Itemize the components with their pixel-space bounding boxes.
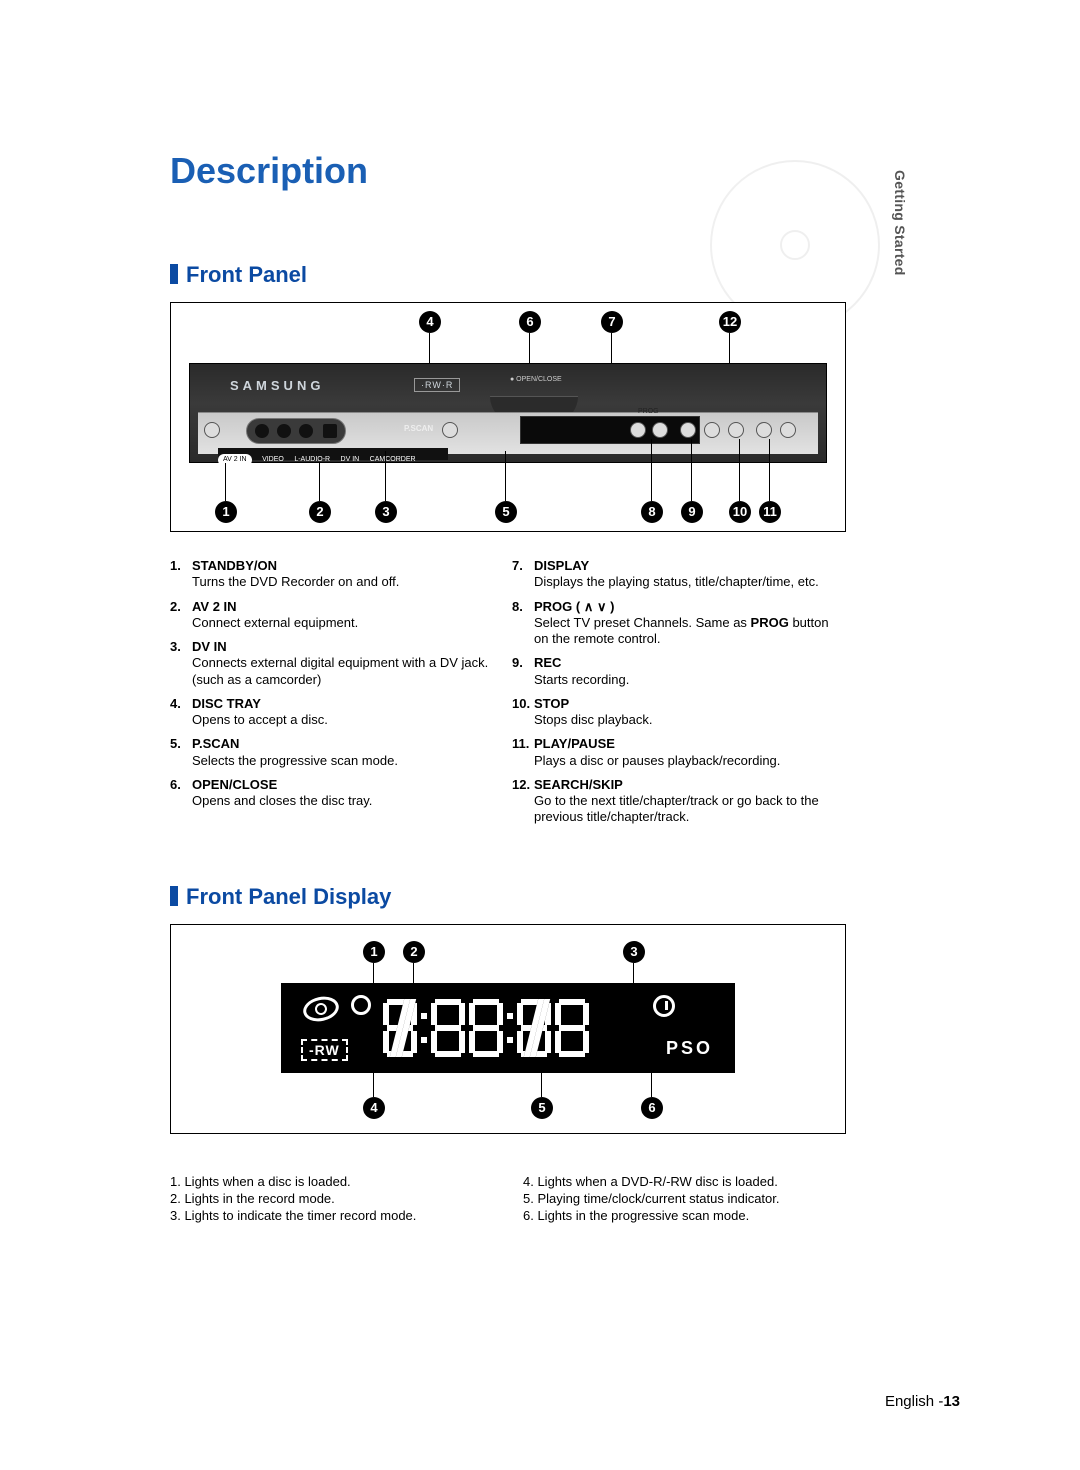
callout-10: 10: [729, 501, 751, 523]
description-item: 1.STANDBY/ONTurns the DVD Recorder on an…: [170, 558, 504, 591]
display-item: 1. Lights when a disc is loaded.: [170, 1174, 493, 1189]
description-item: 8.PROG ( ∧ ∨ )Select TV preset Channels.…: [512, 599, 846, 648]
display-item: 2. Lights in the record mode.: [170, 1191, 493, 1206]
description-item: 9.RECStarts recording.: [512, 655, 846, 688]
disp-col-left: 1. Lights when a disc is loaded. 2. Light…: [170, 1174, 493, 1225]
av-in-strip: AV 2 IN VIDEO L-AUDIO-R DV IN CAMCORDER: [218, 448, 448, 460]
disp-callout-4: 4: [363, 1097, 385, 1119]
display-window-icon: [520, 416, 700, 444]
callout-1: 1: [215, 501, 237, 523]
skip-back-button-icon: [756, 422, 772, 438]
description-item: 10.STOPStops disc playback.: [512, 696, 846, 729]
desc-col-right: 7.DISPLAYDisplays the playing status, ti…: [512, 558, 846, 834]
display-item: 5. Playing time/clock/current status ind…: [523, 1191, 846, 1206]
description-item: 11.PLAY/PAUSEPlays a disc or pauses play…: [512, 736, 846, 769]
callout-8: 8: [641, 501, 663, 523]
description-item: 7.DISPLAYDisplays the playing status, ti…: [512, 558, 846, 591]
rec-indicator-icon: [351, 995, 371, 1015]
display-descriptions: 1. Lights when a disc is loaded. 2. Light…: [170, 1174, 846, 1225]
pso-label: PSO: [666, 1038, 713, 1059]
callout-3: 3: [375, 501, 397, 523]
footer-page-number: 13: [943, 1393, 960, 1410]
pscan-button-icon: [442, 422, 458, 438]
callout-7: 7: [601, 311, 623, 333]
prog-down-icon: [652, 422, 668, 438]
footer-lang: English -: [885, 1393, 943, 1410]
manual-page: Getting Started Description Front Panel …: [0, 0, 1080, 1470]
callout-12: 12: [719, 311, 741, 333]
section-display-heading: Front Panel Display: [170, 884, 960, 910]
disp-callout-2: 2: [403, 941, 425, 963]
timer-indicator-icon: [653, 995, 675, 1017]
display-item: 4. Lights when a DVD-R/-RW disc is loade…: [523, 1174, 846, 1189]
lcd-panel: -RW PSO: [281, 983, 735, 1073]
front-panel-descriptions: 1.STANDBY/ONTurns the DVD Recorder on an…: [170, 558, 846, 834]
stop-button-icon: [704, 422, 720, 438]
disp-callout-3: 3: [623, 941, 645, 963]
page-footer: English -13: [885, 1393, 960, 1410]
disp-callout-5: 5: [531, 1097, 553, 1119]
front-panel-display-diagram: 1 2 3 -RW PSO 4 5 6: [170, 924, 846, 1134]
callout-6: 6: [519, 311, 541, 333]
description-item: 12.SEARCH/SKIPGo to the next title/chapt…: [512, 777, 846, 826]
rw-label: -RW: [301, 1039, 348, 1061]
prog-up-icon: [630, 422, 646, 438]
standby-button-icon: [204, 422, 220, 438]
brand-logo: SAMSUNG: [230, 378, 324, 393]
skip-fwd-button-icon: [780, 422, 796, 438]
callout-11: 11: [759, 501, 781, 523]
desc-col-left: 1.STANDBY/ONTurns the DVD Recorder on an…: [170, 558, 504, 834]
description-item: 5.P.SCANSelects the progressive scan mod…: [170, 736, 504, 769]
side-tab: Getting Started: [892, 170, 908, 276]
seven-seg-group: [381, 993, 645, 1063]
disp-callout-1: 1: [363, 941, 385, 963]
display-item: 6. Lights in the progressive scan mode.: [523, 1208, 846, 1223]
description-item: 3.DV INConnects external digital equipme…: [170, 639, 504, 688]
disc-indicator-icon: [301, 993, 341, 1024]
rec-button-icon: [680, 422, 696, 438]
disp-callout-6: 6: [641, 1097, 663, 1119]
pscan-label: P.SCAN: [404, 424, 433, 433]
description-item: 6.OPEN/CLOSEOpens and closes the disc tr…: [170, 777, 504, 810]
description-item: 4.DISC TRAYOpens to accept a disc.: [170, 696, 504, 729]
front-panel-diagram: 4 6 7 12 SAMSUNG ·RW·R ● OPEN/CLOSE P.SC…: [170, 302, 846, 532]
callout-5: 5: [495, 501, 517, 523]
callout-4: 4: [419, 311, 441, 333]
rw-r-badge: ·RW·R: [414, 378, 460, 392]
callout-2: 2: [309, 501, 331, 523]
callout-9: 9: [681, 501, 703, 523]
prog-label: PROG: [638, 408, 659, 415]
dvd-recorder-body: SAMSUNG ·RW·R ● OPEN/CLOSE P.SCAN AV 2 I…: [189, 363, 827, 463]
disp-col-right: 4. Lights when a DVD-R/-RW disc is loade…: [523, 1174, 846, 1225]
open-close-label: ● OPEN/CLOSE: [510, 376, 562, 383]
play-pause-button-icon: [728, 422, 744, 438]
display-item: 3. Lights to indicate the timer record m…: [170, 1208, 493, 1223]
description-item: 2.AV 2 INConnect external equipment.: [170, 599, 504, 632]
av2-jacks-icon: [246, 418, 346, 444]
